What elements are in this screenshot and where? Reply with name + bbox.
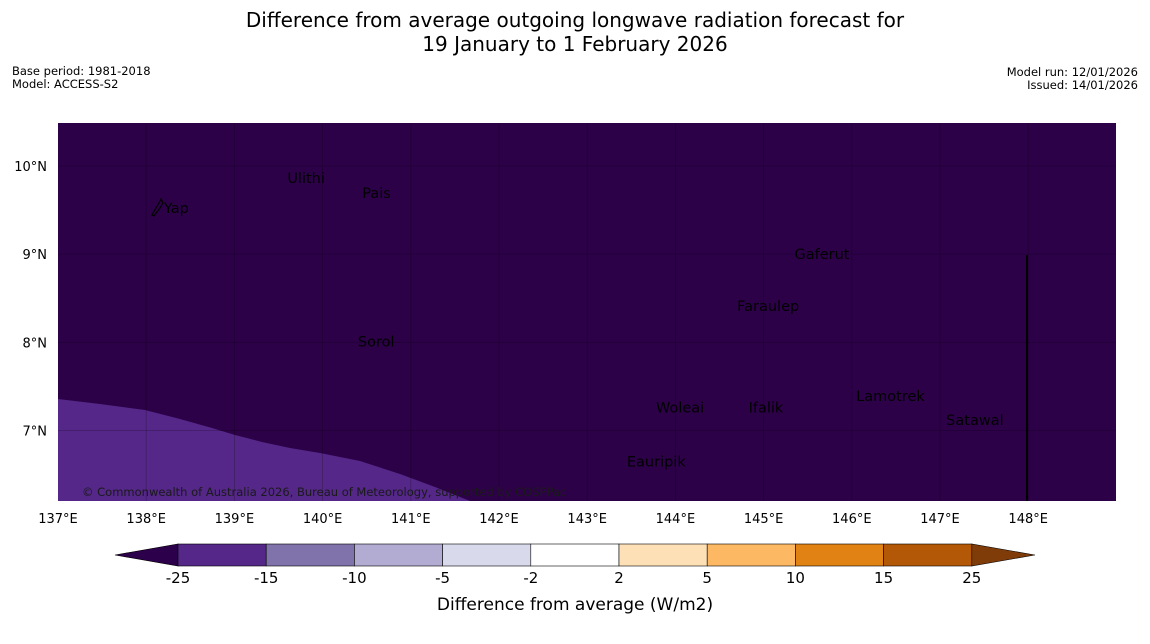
lon-tick-label: 144°E bbox=[656, 512, 696, 527]
model-run: Model run: 12/01/2026 bbox=[1006, 65, 1138, 79]
meta-left: Base period: 1981-2018 Model: ACCESS-S2 bbox=[12, 65, 151, 91]
model-name: Model: ACCESS-S2 bbox=[12, 77, 119, 91]
lon-tick-label: 138°E bbox=[126, 512, 166, 527]
place-label: Sorol bbox=[358, 334, 395, 350]
colorbar-extend-high bbox=[971, 543, 1036, 567]
latitude-axis: 10°N 9°N 8°N 7°N bbox=[14, 160, 47, 440]
colorbar-extend-low bbox=[114, 543, 179, 567]
lon-tick-label: 141°E bbox=[391, 512, 431, 527]
lat-tick-label: 9°N bbox=[23, 248, 48, 263]
lon-tick-label: 137°E bbox=[38, 512, 78, 527]
place-label: Ulithi bbox=[287, 171, 325, 187]
colorbar-bin bbox=[177, 543, 267, 567]
colorbar-bin bbox=[706, 543, 796, 567]
place-label: Lamotrek bbox=[856, 389, 925, 405]
place-label: Woleai bbox=[656, 401, 704, 417]
lat-tick-label: 10°N bbox=[14, 160, 47, 175]
chart-title: Difference from average outgoing longwav… bbox=[0, 8, 1150, 56]
longitude-axis: 137°E 138°E 139°E 140°E 141°E 142°E 143°E 144°E… bbox=[38, 512, 1048, 527]
yap-island bbox=[151, 197, 164, 217]
place-label: Faraulep bbox=[737, 299, 799, 315]
title-line-1: Difference from average outgoing longwav… bbox=[245, 8, 905, 32]
place-label: Yap bbox=[163, 201, 189, 217]
lon-tick-label: 140°E bbox=[303, 512, 343, 527]
colorbar-tick-label: 15 bbox=[874, 569, 893, 587]
colorbar-bin bbox=[354, 543, 443, 567]
colorbar-bin bbox=[442, 543, 532, 567]
colorbar-tick-label: 2 bbox=[614, 569, 624, 587]
colorbar-tick-label: -5 bbox=[435, 569, 450, 587]
lon-tick-label: 147°E bbox=[920, 512, 960, 527]
colorbar-tick-label: -2 bbox=[523, 569, 538, 587]
lon-tick-label: 139°E bbox=[215, 512, 255, 527]
colorbar-tick-label: -25 bbox=[166, 569, 191, 587]
gridlines bbox=[58, 123, 1116, 501]
base-period: Base period: 1981-2018 bbox=[12, 64, 151, 78]
place-labels: Yap Ulithi Pais Gaferut Faraulep Sorol Woleai I… bbox=[163, 171, 1004, 470]
lon-tick-label: 143°E bbox=[567, 512, 607, 527]
colorbar-bin bbox=[265, 543, 355, 567]
meta-right: Model run: 12/01/2026 Issued: 14/01/2026 bbox=[1007, 66, 1138, 92]
place-label: Eauripik bbox=[627, 454, 686, 470]
colorbar-bin bbox=[618, 543, 708, 567]
colorbar-bin bbox=[883, 543, 973, 567]
lat-tick-label: 7°N bbox=[23, 425, 48, 440]
colorbar-tick-label: 10 bbox=[786, 569, 805, 587]
lon-tick-label: 145°E bbox=[744, 512, 784, 527]
colorbar-tick-label: -15 bbox=[254, 569, 279, 587]
colorbar-tick-label: 5 bbox=[702, 569, 712, 587]
colorbar-bin bbox=[530, 543, 620, 567]
place-label: Ifalik bbox=[749, 401, 784, 417]
colorbar-bin bbox=[795, 543, 884, 567]
lon-tick-label: 148°E bbox=[1008, 512, 1048, 527]
colorbar-tick-label: 25 bbox=[962, 569, 981, 587]
colorbar: -25 -15 -10 -5 -2 2 5 10 15 25 bbox=[114, 543, 1036, 587]
lat-tick-label: 8°N bbox=[23, 336, 48, 351]
colorbar-tick-label: -10 bbox=[342, 569, 367, 587]
lon-tick-label: 146°E bbox=[832, 512, 872, 527]
copyright-notice: © Commonwealth of Australia 2026, Bureau… bbox=[82, 485, 566, 499]
place-label: Pais bbox=[362, 186, 391, 202]
lon-tick-label: 142°E bbox=[479, 512, 519, 527]
issued-date: Issued: 14/01/2026 bbox=[1027, 78, 1138, 92]
place-label: Gaferut bbox=[794, 247, 849, 263]
title-line-2: 19 January to 1 February 2026 bbox=[422, 32, 728, 56]
anomaly-region bbox=[58, 399, 470, 501]
place-label: Satawal bbox=[946, 413, 1003, 429]
colorbar-title: Difference from average (W/m2) bbox=[437, 595, 713, 615]
map-panel: Yap Ulithi Pais Gaferut Faraulep Sorol Woleai I… bbox=[58, 123, 1116, 501]
